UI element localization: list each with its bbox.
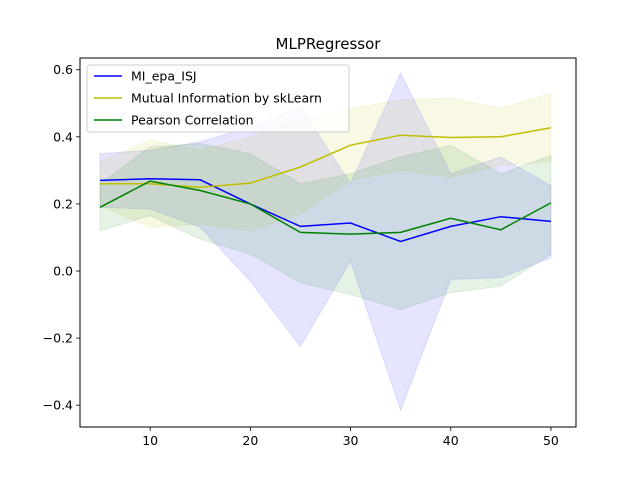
x-tick-label: 50 [543, 433, 559, 448]
y-tick-label: −0.2 [43, 331, 73, 346]
x-tick-label: 30 [343, 433, 359, 448]
x-tick-label: 10 [142, 433, 158, 448]
legend: MI_epa_ISJ Mutual Information by skLearn P… [86, 64, 350, 133]
y-tick-label: 0.6 [53, 62, 73, 77]
x-tick-label: 20 [242, 433, 258, 448]
legend-label-2: Pearson Correlation [131, 113, 254, 128]
plot-frame [79, 57, 577, 428]
y-tick-label: −0.4 [43, 398, 73, 413]
legend-box [86, 64, 350, 133]
chart-title: MLPRegressor [276, 35, 382, 53]
series-lines [99, 127, 552, 243]
y-axis: −0.4 −0.2 0.0 0.2 0.4 0.6 [43, 62, 80, 413]
x-axis: 10 20 30 40 50 [142, 427, 559, 448]
line-series-0 [99, 178, 551, 243]
y-tick-label: 0.0 [53, 264, 73, 279]
confidence-bands [99, 71, 552, 412]
y-tick-label: 0.4 [53, 129, 73, 144]
x-tick-label: 40 [443, 433, 459, 448]
legend-label-1: Mutual Information by skLearn [131, 91, 322, 106]
y-tick-label: 0.2 [53, 196, 73, 211]
legend-label-0: MI_epa_ISJ [131, 69, 197, 84]
line-series-2 [99, 180, 552, 235]
